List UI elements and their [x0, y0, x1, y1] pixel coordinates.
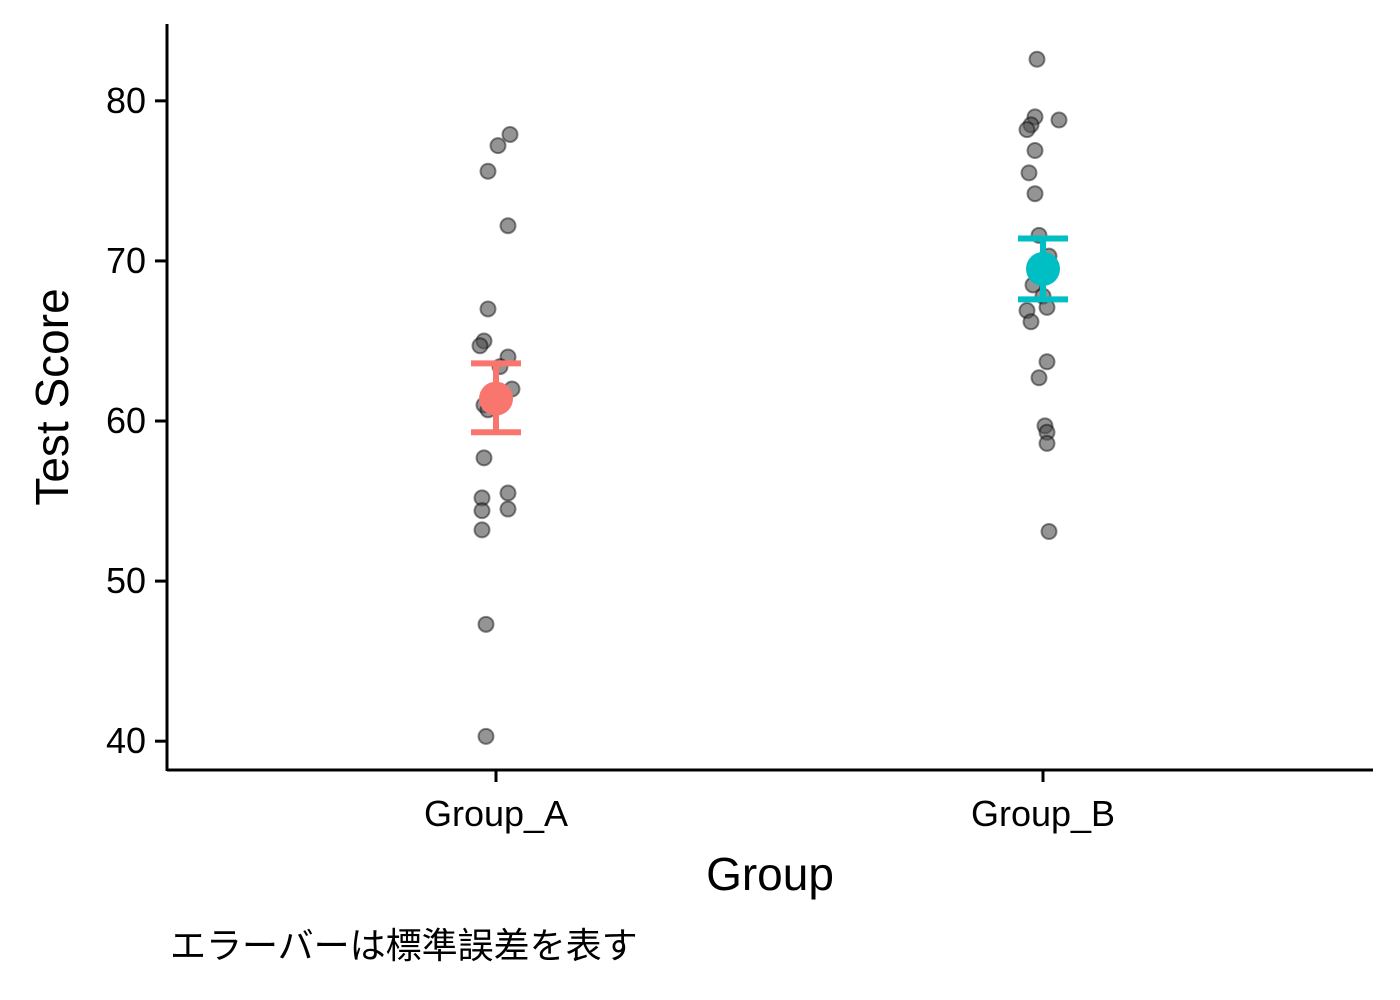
data-point-Group_A-16 [499, 500, 517, 518]
mean-point-Group_B [1026, 251, 1060, 286]
data-point-Group_A-19 [477, 615, 495, 633]
data-point-Group_B-16 [1030, 369, 1048, 387]
data-point-Group_B-4 [1018, 121, 1036, 139]
summary-layer [471, 235, 1068, 436]
x-tick-label-Group_B: Group_B [971, 793, 1115, 834]
data-point-Group_B-0 [1028, 50, 1046, 68]
y-tick-label-70: 70 [106, 240, 146, 281]
data-point-Group_B-15 [1038, 353, 1056, 371]
data-point-Group_A-6 [471, 337, 489, 355]
data-point-Group_A-17 [473, 502, 491, 520]
y-ticks: 40 50 60 70 80 [106, 80, 167, 761]
data-point-Group_B-2 [1050, 111, 1068, 129]
data-point-Group_A-2 [479, 162, 497, 180]
data-point-Group_A-13 [475, 449, 493, 467]
data-point-Group_B-5 [1026, 141, 1044, 159]
data-point-Group_A-1 [489, 137, 507, 155]
mean-point-Group_A [479, 381, 513, 416]
y-tick-label-80: 80 [106, 80, 146, 121]
x-axis-title: Group [706, 848, 834, 900]
data-point-Group_B-7 [1026, 185, 1044, 203]
x-tick-label-Group_A: Group_A [424, 793, 568, 834]
data-point-Group_A-3 [499, 217, 517, 235]
y-tick-label-40: 40 [106, 720, 146, 761]
data-point-Group_B-14 [1022, 313, 1040, 331]
data-point-Group_A-4 [479, 300, 497, 318]
data-point-Group_A-20 [477, 727, 495, 745]
data-point-Group_A-18 [473, 521, 491, 539]
y-tick-label-60: 60 [106, 400, 146, 441]
data-point-Group_A-14 [499, 484, 517, 502]
y-tick-label-50: 50 [106, 560, 146, 601]
data-point-Group_B-6 [1020, 164, 1038, 182]
data-point-Group_B-19 [1038, 434, 1056, 452]
caption: エラーバーは標準誤差を表す [170, 926, 638, 967]
x-ticks: Group_A Group_B [424, 770, 1115, 834]
data-point-Group_B-20 [1040, 522, 1058, 540]
y-axis-title: Test Score [26, 288, 78, 505]
data-point-Group_A-0 [501, 125, 519, 143]
points-layer [471, 50, 1068, 745]
